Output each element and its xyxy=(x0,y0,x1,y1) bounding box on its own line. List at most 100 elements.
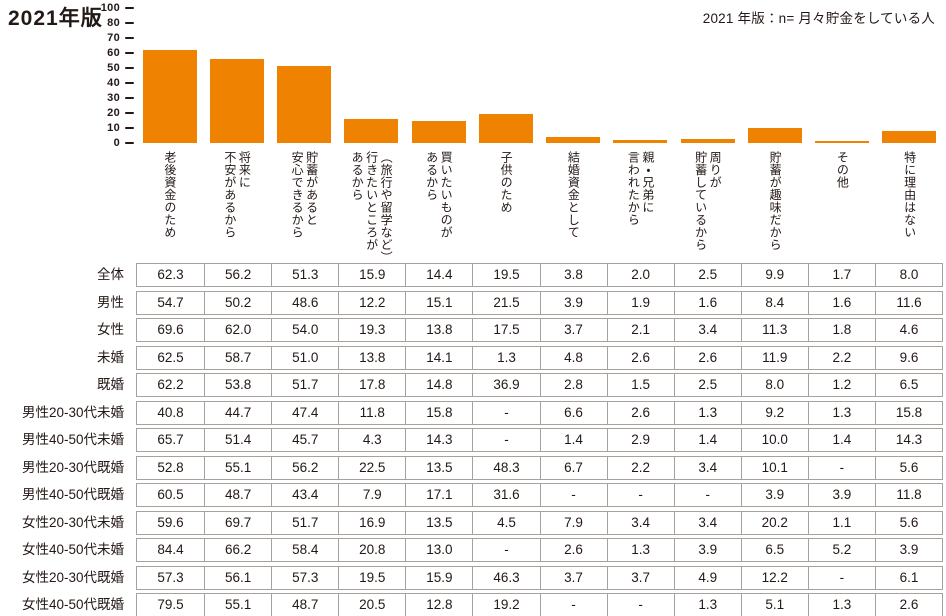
table-cell: 43.4 xyxy=(271,484,338,506)
bar xyxy=(546,137,601,143)
table-cell: 48.7 xyxy=(204,484,271,506)
table-cell: 1.4 xyxy=(673,429,741,451)
category-label: 子供のため xyxy=(499,151,514,214)
table-cell: 40.8 xyxy=(157,404,184,420)
table-cell: 21.5 xyxy=(472,291,539,314)
table-cell: 1.3 xyxy=(472,346,539,369)
category-label: 買いたいものが あるから xyxy=(424,151,454,239)
bar-slot xyxy=(405,8,472,143)
table-cell: 50.2 xyxy=(204,291,271,314)
table-cell: 14.3 xyxy=(874,429,942,451)
table-cell: 36.9 xyxy=(472,374,539,396)
category-label: 貯蓄が趣味だから xyxy=(768,151,783,251)
table-cell: 3.9 xyxy=(807,484,875,506)
table-cell: 3.9 xyxy=(673,539,741,561)
y-axis-tick: 10 xyxy=(84,120,134,136)
table-cell: 58.4 xyxy=(271,539,338,561)
bar-slot xyxy=(674,8,741,143)
table-cell: 15.8 xyxy=(405,401,472,424)
table-cell: 1.3 xyxy=(673,594,741,616)
category-slot: 将来に 不安があるから xyxy=(203,151,270,261)
bar-slot xyxy=(472,8,539,143)
row-label: 女性 xyxy=(97,322,124,337)
table-cell: 31.6 xyxy=(472,484,539,506)
table-cell: 2.6 xyxy=(606,401,674,424)
bar xyxy=(142,49,197,143)
table-cell: 62.5 xyxy=(157,349,184,365)
bar xyxy=(747,128,802,143)
bar xyxy=(815,140,870,143)
y-axis: 100 80 70 60 50 40 30 20 10 0 xyxy=(84,0,134,152)
bar xyxy=(277,66,332,143)
table-cell: 17.8 xyxy=(338,374,405,396)
table-cell: 51.0 xyxy=(271,346,338,369)
table-cell: 84.4 xyxy=(157,542,184,557)
table-cell: 46.3 xyxy=(472,566,539,589)
y-axis-tick-mark xyxy=(125,111,134,115)
table-cell: 62.3 xyxy=(157,267,184,282)
table-cell: 11.8 xyxy=(338,401,405,424)
bar xyxy=(680,139,735,143)
table-cell: 2.6 xyxy=(874,594,942,616)
table-cell: 1.5 xyxy=(606,374,674,396)
table-cell: 66.2 xyxy=(204,539,271,561)
table-cell: 15.8 xyxy=(874,401,942,424)
bar-slot xyxy=(338,8,405,143)
y-axis-tick-label: 40 xyxy=(107,77,120,89)
y-axis-tick-mark xyxy=(125,21,134,25)
table-cell: 13.5 xyxy=(405,456,472,479)
y-axis-tick-label: 10 xyxy=(107,122,120,134)
y-axis-tick: 0 xyxy=(84,135,134,151)
table-cell: 1.1 xyxy=(807,511,875,534)
table-cell: 13.5 xyxy=(405,511,472,534)
table-row: 女性40-50代未婚 84.4 66.2 58.4 20.8 13.0-2.6 1.3 3.9… xyxy=(0,538,946,562)
row-cells: 62.3 56.2 51.3 15.9 14.4 19.5 3.8 2.0 2.5 9.9 1.7 8… xyxy=(136,263,943,287)
table-cell: 65.7 xyxy=(157,432,184,447)
table-cell: 3.9 xyxy=(740,484,808,506)
table-cell: 3.8 xyxy=(539,264,607,286)
table-cell: 10.0 xyxy=(740,429,808,451)
row-label: 未婚 xyxy=(97,349,124,365)
table-cell: 20.5 xyxy=(338,594,405,616)
table-row: 女性 69.6 62.0 54.0 19.3 13.8 17.5 3.7 2.1 3.4 11.3 1… xyxy=(0,318,946,342)
table-cell: 62.2 xyxy=(157,377,184,392)
table-cell: 56.1 xyxy=(204,566,271,589)
bar xyxy=(478,113,533,143)
table-cell: 1.6 xyxy=(807,291,875,314)
row-label: 全体 xyxy=(97,267,124,282)
table-cell: - xyxy=(606,594,674,616)
table-cell: 11.6 xyxy=(874,291,942,314)
table-cell: 2.9 xyxy=(606,429,674,451)
table-cell: 13.0 xyxy=(405,539,472,561)
bar-slot xyxy=(540,8,607,143)
y-axis-tick-label: 50 xyxy=(107,62,120,74)
table-cell: 14.4 xyxy=(405,264,472,286)
bar-slot xyxy=(741,8,808,143)
table-cell: 22.5 xyxy=(338,456,405,479)
table-cell: 1.3 xyxy=(807,594,875,616)
table-cell: 1.4 xyxy=(807,429,875,451)
row-label: 男性20-30代既婚 xyxy=(21,459,124,475)
table-cell: 12.2 xyxy=(338,291,405,314)
table-cell: 60.5 xyxy=(157,487,184,502)
table-cell: 11.9 xyxy=(740,346,808,369)
table-cell: 47.4 xyxy=(271,401,338,424)
y-axis-tick: 100 xyxy=(84,0,134,16)
table-cell: 69.7 xyxy=(204,511,271,534)
table-cell: 9.6 xyxy=(874,346,942,369)
table-cell: 51.3 xyxy=(271,264,338,286)
bar-slot xyxy=(203,8,270,143)
table-cell: - xyxy=(807,566,875,589)
row-cells: 65.7 51.4 45.7 4.3 14.3-1.4 2.9 1.4 10.0 1.4 14.3 xyxy=(136,428,943,452)
row-label: 男性 xyxy=(97,294,124,310)
row-cells: 54.7 50.2 48.6 12.2 15.1 21.5 3.9 1.9 1.6 8.4 1.6 1… xyxy=(136,290,943,315)
table-cell: 54.0 xyxy=(271,319,338,341)
table-cell: 10.1 xyxy=(740,456,808,479)
category-labels: 老後資金のため 将来に 不安があるから 貯蓄があると 安心できるから （旅行や留学など… xyxy=(136,151,943,264)
table-cell: 1.9 xyxy=(606,291,674,314)
table-cell: 52.8 xyxy=(157,459,184,475)
table-cell: 12.8 xyxy=(405,594,472,616)
table-cell: 15.9 xyxy=(338,264,405,286)
table-cell: 48.7 xyxy=(271,594,338,616)
table-cell: 20.8 xyxy=(338,539,405,561)
